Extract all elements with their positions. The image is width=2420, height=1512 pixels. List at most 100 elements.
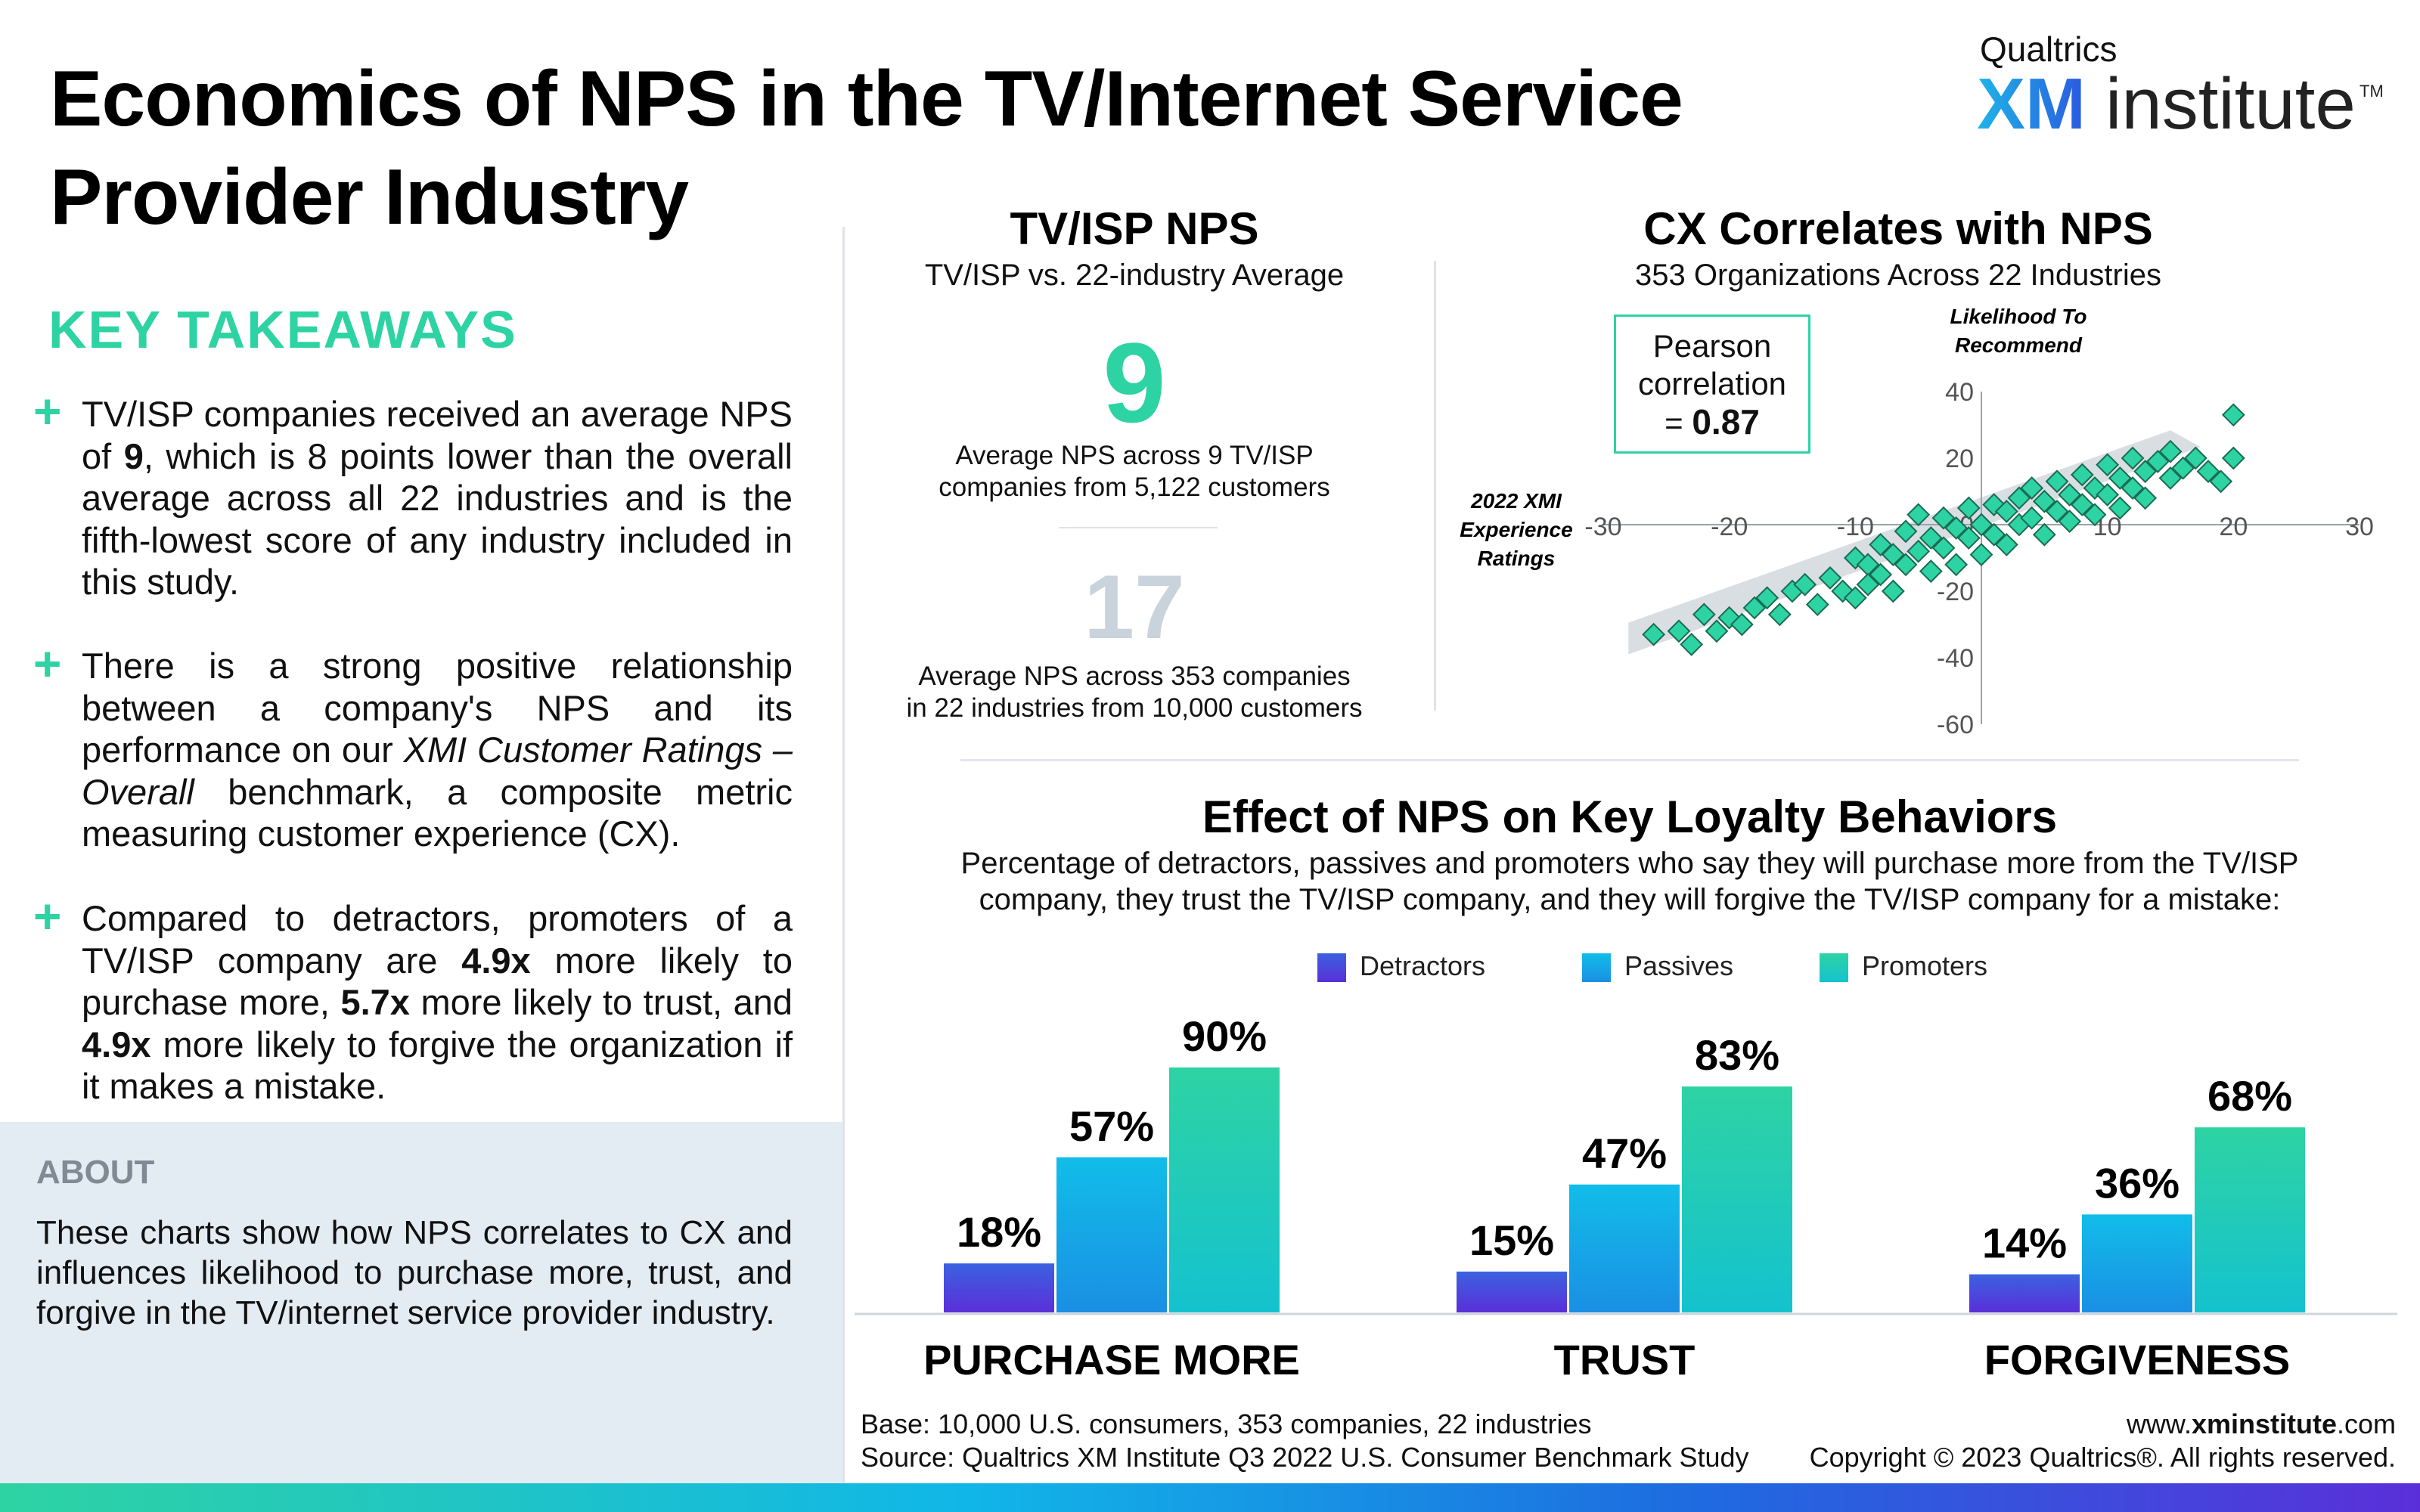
scatter-point — [1994, 499, 2018, 523]
base-note: Base: 10,000 U.S. consumers, 353 compani… — [861, 1408, 1749, 1473]
scatter-point — [2070, 493, 2094, 517]
bar-value-label: 18% — [957, 1208, 1041, 1256]
page-title: Economics of NPS in the TV/Internet Serv… — [50, 55, 1683, 241]
brand-institute: institute — [2105, 64, 2356, 144]
scatter-point — [1894, 553, 1918, 577]
bar-chart-subtitle: Percentage of detractors, passives and p… — [960, 847, 2299, 916]
legend-passives: Passives — [1582, 950, 1733, 983]
scatter-point — [1944, 516, 1969, 540]
scatter-point — [2145, 449, 2170, 473]
y-tick-label: -40 — [1937, 644, 1974, 673]
x-tick-label: 30 — [2345, 513, 2374, 541]
scatter-point — [2045, 469, 2069, 494]
bar-value-label: 36% — [2095, 1159, 2180, 1207]
scatter-point — [2158, 439, 2183, 463]
scatter-point — [1881, 579, 1905, 603]
scatter-point — [1982, 522, 2006, 547]
scatter-point — [2183, 446, 2207, 470]
category-label-trust: TRUST — [1553, 1336, 1696, 1383]
scatter-point — [2032, 489, 2056, 513]
scatter-point — [2133, 460, 2158, 484]
scatter-point — [2096, 453, 2120, 477]
scatter-point — [1692, 603, 1716, 627]
left-divider — [842, 227, 845, 1497]
x-tick-label: -30 — [1584, 513, 1621, 541]
scatter-point — [1869, 532, 1893, 556]
scatter-point — [2171, 456, 2195, 480]
website-link[interactable]: www.xminstitute.com — [2126, 1408, 2396, 1439]
category-label-forgiveness: FORGIVENESS — [1984, 1336, 2291, 1383]
scatter-point — [1856, 572, 1880, 596]
scatter-point — [2121, 476, 2145, 500]
scatter-point — [2196, 460, 2220, 484]
scatter-point — [1919, 526, 1943, 550]
scatter-point — [2020, 476, 2044, 500]
scatter-point — [1969, 543, 1993, 567]
scatter-point — [2209, 469, 2233, 494]
scatter-point — [1742, 596, 1767, 620]
scatter-point — [1667, 619, 1691, 643]
nps-panel-subtitle: TV/ISP vs. 22-industry Average — [924, 259, 1345, 292]
scatter-point — [2158, 466, 2183, 490]
nps-panel-title: TV/ISP NPS — [1010, 203, 1259, 254]
scatter-point — [1793, 572, 1817, 596]
about-title: ABOUT — [36, 1154, 155, 1191]
takeaway-text-1: TV/ISP companies received an average NPS… — [82, 394, 793, 602]
category-label-purchase-more: PURCHASE MORE — [923, 1336, 1300, 1383]
bar-detractors — [1457, 1272, 1567, 1312]
scatter-point — [1956, 496, 1981, 520]
nps-value: 9 — [1103, 319, 1166, 446]
bar-promoters — [1169, 1067, 1280, 1312]
scatter-point — [2133, 486, 2158, 510]
nps-mini-divider — [1059, 527, 1218, 528]
scatter-point — [2007, 486, 2031, 510]
scatter-point — [1843, 586, 1867, 610]
scatter-point — [1705, 619, 1729, 643]
takeaways-title: KEY TAKEAWAYS — [48, 300, 517, 359]
scatter-point — [1767, 603, 1792, 627]
brand-trademark: TM — [2360, 82, 2384, 101]
scatter-y-axis-title: Likelihood To Recommend — [1950, 305, 2087, 357]
bar-value-label: 57% — [1069, 1102, 1154, 1150]
scatter-point — [1869, 562, 1893, 587]
scatter-point — [1907, 503, 1931, 527]
y-tick-label: 40 — [1945, 378, 1974, 407]
takeaway-plus-icon: + — [33, 637, 62, 691]
scatter-point — [2121, 446, 2145, 470]
bar-value-label: 47% — [1582, 1129, 1667, 1177]
horizontal-divider — [960, 759, 2299, 761]
bottom-gradient-bar — [0, 1483, 2420, 1512]
bar-passives — [1056, 1157, 1167, 1312]
scatter-point — [2020, 506, 2044, 530]
takeaway-plus-icon: + — [33, 889, 62, 943]
bar-value-label: 15% — [1469, 1216, 1554, 1264]
scatter-point — [2032, 522, 2056, 547]
legend-swatch-promoters — [1820, 953, 1848, 983]
takeaway-text-2: There is a strong positive relationship … — [82, 646, 793, 854]
scatter-point — [2096, 482, 2120, 507]
scatter-point — [2221, 446, 2245, 470]
takeaway-plus-icon: + — [33, 384, 62, 438]
scatter-point — [2083, 503, 2107, 527]
scatter-point — [2058, 510, 2082, 534]
scatter-point — [1944, 553, 1969, 577]
scatter-point — [1894, 519, 1918, 544]
scatter-point — [1680, 632, 1704, 656]
bar-value-label: 68% — [2207, 1072, 2292, 1120]
legend-swatch-detractors — [1317, 953, 1346, 983]
scatter-point — [1730, 612, 1754, 637]
scatter-point — [2070, 463, 2094, 487]
nps-average-caption: Average NPS across 353 companies in 22 i… — [906, 662, 1363, 723]
scatter-point — [1642, 622, 1666, 646]
bar-promoters — [2195, 1127, 2305, 1312]
bar-chart-title: Effect of NPS on Key Loyalty Behaviors — [1202, 792, 2058, 842]
pearson-correlation-box: Pearson correlation = 0.87 — [1614, 314, 1810, 454]
about-panel — [0, 1122, 842, 1485]
bar-passives — [1569, 1184, 1680, 1312]
scatter-x-axis-title: 2022 XMI Experience Ratings — [1460, 489, 1573, 570]
legend-promoters: Promoters — [1820, 950, 1987, 983]
scatter-point — [1931, 506, 1956, 530]
scatter-point — [1805, 593, 1829, 617]
middle-divider — [1434, 261, 1436, 711]
nps-average-value: 17 — [1084, 556, 1185, 658]
